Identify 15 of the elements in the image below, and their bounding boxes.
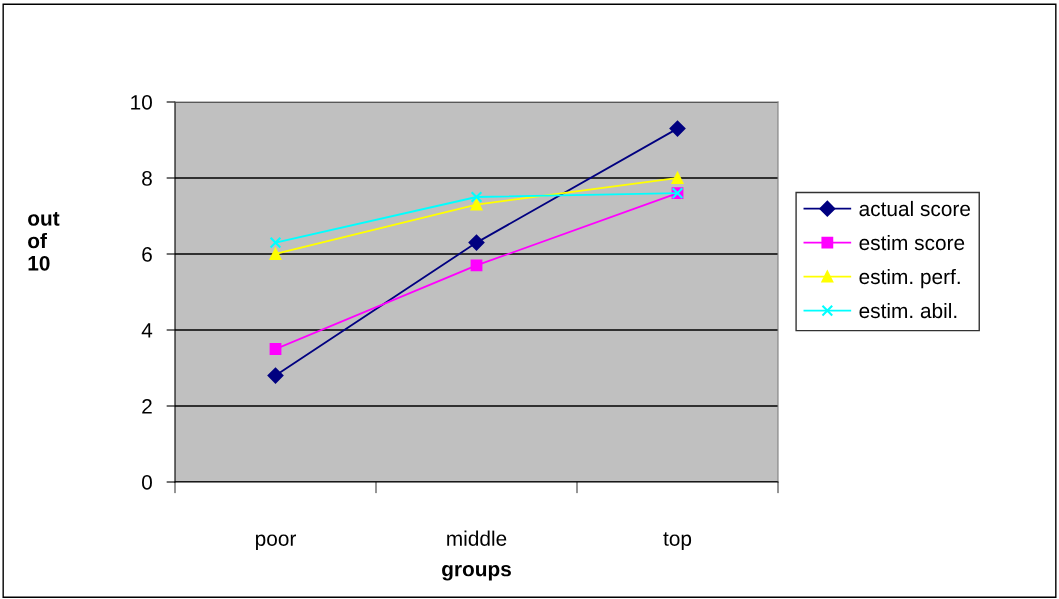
y-tick-label: 4 — [141, 323, 153, 338]
x-tick-label: poor — [256, 534, 296, 551]
y-tick-label: 2 — [142, 399, 152, 414]
x-tick-label: middle — [447, 530, 507, 546]
x-axis-title: groups — [442, 564, 511, 581]
x-tick-label: top — [663, 532, 692, 551]
legend-label: estim. perf. — [859, 268, 960, 289]
legend-label: estim score — [859, 234, 965, 251]
y-axis-title: out of 10 — [28, 211, 60, 271]
legend-label: estim. abil. — [859, 302, 957, 319]
y-tick-label: 8 — [142, 171, 152, 186]
legend-label: actual score — [859, 200, 970, 217]
y-tick-label: 6 — [142, 247, 152, 262]
y-tick-label: 10 — [131, 95, 152, 110]
y-tick-label: 0 — [142, 475, 152, 490]
